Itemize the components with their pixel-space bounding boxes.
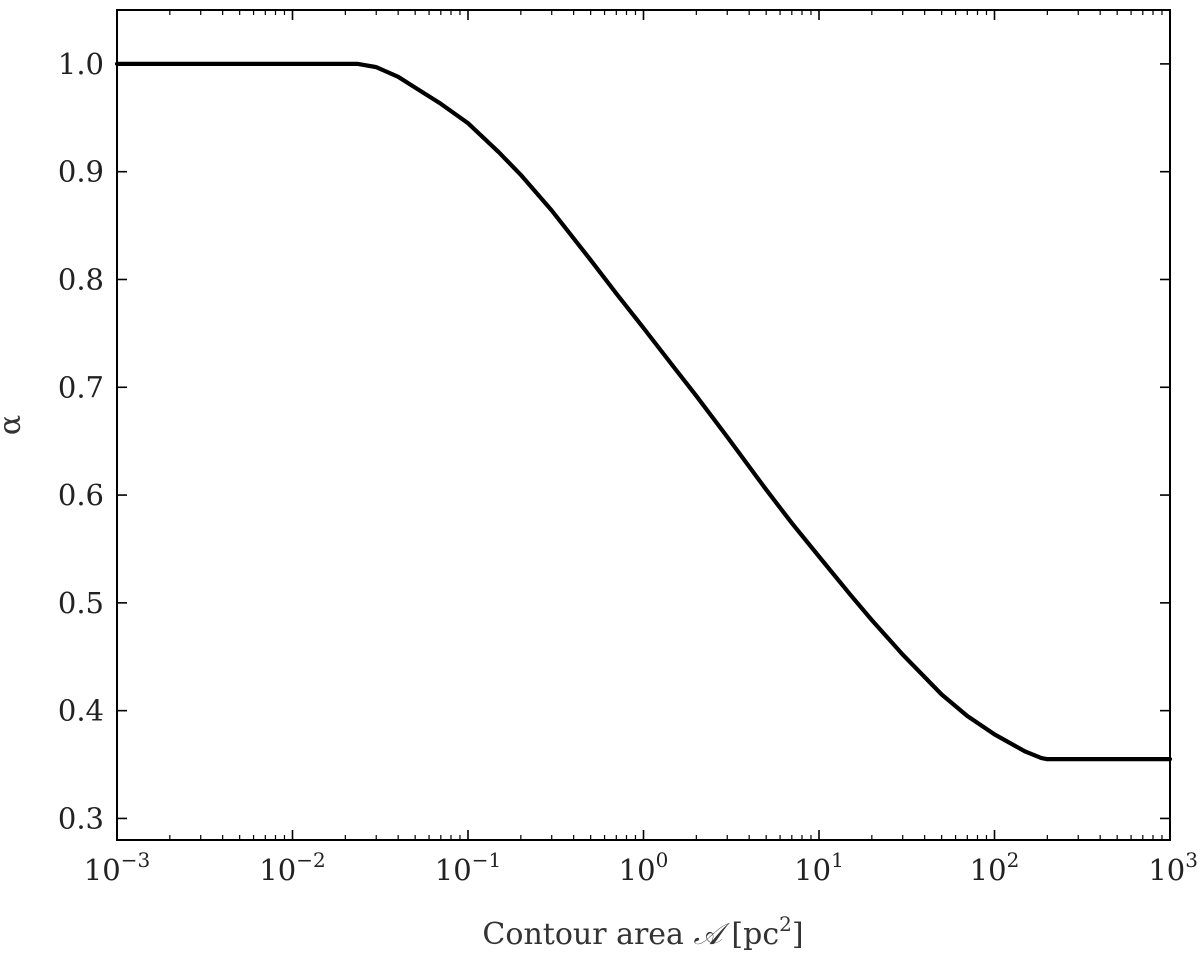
x-axis-label-text: Contour area bbox=[482, 917, 693, 952]
x-tick-label-base: 10 bbox=[84, 853, 121, 887]
labels-layer: 10−3 10−2 10−1 100 101 102 1030.30.40.50.60.70… bbox=[58, 47, 1198, 887]
x-tick-label-exp: 1 bbox=[831, 848, 844, 872]
x-tick-label-base: 10 bbox=[970, 853, 1007, 887]
series-layer bbox=[114, 61, 1173, 762]
x-tick-label-exp: 3 bbox=[1185, 848, 1198, 872]
y-tick-label: 0.6 bbox=[58, 478, 104, 512]
plot-frame bbox=[116, 9, 1171, 841]
y-tick-label: 0.5 bbox=[58, 586, 104, 620]
x-axis-label-unit-exp: 2 bbox=[779, 912, 792, 936]
x-axis-label: Contour area 𝒜 [pc2] bbox=[482, 912, 803, 952]
x-tick-label-base: 10 bbox=[1148, 853, 1185, 887]
series-line bbox=[114, 61, 1173, 762]
x-tick-label-exp: 0 bbox=[656, 848, 669, 872]
x-tick-label: 101 bbox=[794, 848, 844, 887]
y-tick-label: 0.4 bbox=[58, 694, 104, 728]
x-tick-label: 10−1 bbox=[435, 848, 501, 887]
y-axis-label: α bbox=[0, 415, 28, 435]
x-tick-label-exp: −3 bbox=[121, 848, 150, 872]
x-tick-label-exp: 2 bbox=[1007, 848, 1020, 872]
x-tick-label-exp: −1 bbox=[472, 848, 501, 872]
x-tick-label: 102 bbox=[970, 848, 1020, 887]
x-tick-label: 103 bbox=[1148, 848, 1198, 887]
y-tick-label: 0.9 bbox=[58, 155, 104, 189]
y-tick-label: 0.8 bbox=[58, 262, 104, 296]
y-tick-label: 0.7 bbox=[58, 370, 104, 404]
x-tick-label: 10−3 bbox=[84, 848, 150, 887]
x-axis-label-unit-open: [pc bbox=[722, 917, 779, 952]
x-axis-label-unit-close: ] bbox=[792, 917, 804, 952]
x-tick-label-base: 10 bbox=[619, 853, 656, 887]
y-tick-label: 0.3 bbox=[58, 801, 104, 835]
x-tick-label-base: 10 bbox=[435, 853, 472, 887]
x-tick-label: 10−2 bbox=[259, 848, 325, 887]
x-tick-label-base: 10 bbox=[794, 853, 831, 887]
x-tick-label-exp: −2 bbox=[296, 848, 325, 872]
y-tick-label: 1.0 bbox=[58, 47, 104, 81]
x-tick-label-base: 10 bbox=[259, 853, 296, 887]
x-tick-label: 100 bbox=[619, 848, 669, 887]
ticks-layer bbox=[116, 10, 1171, 840]
